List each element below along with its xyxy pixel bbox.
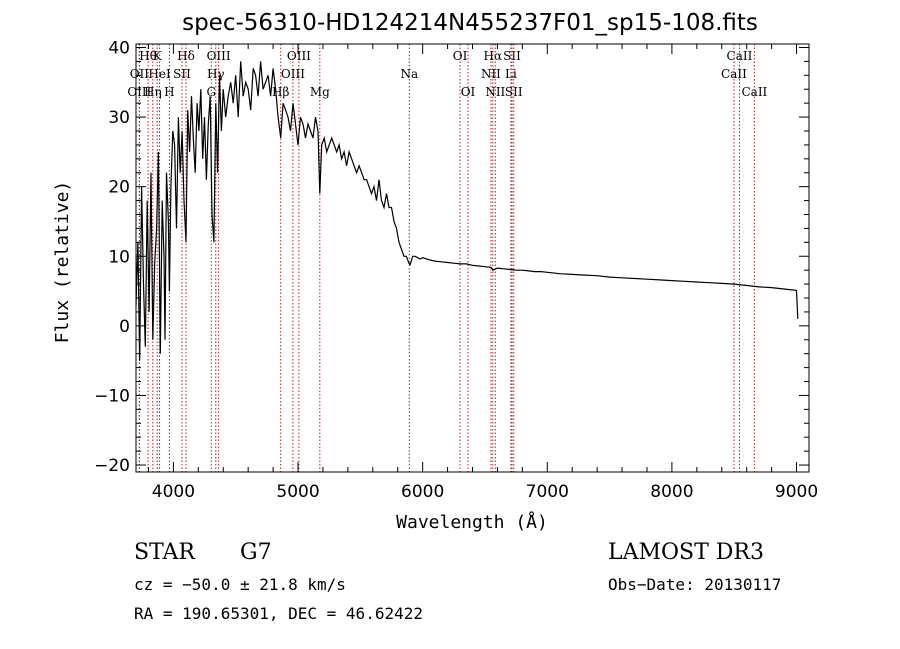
y-tick-label-5: 30 [108, 108, 130, 128]
line-label-19: Hη [144, 85, 162, 99]
line-label-22: Hβ [272, 85, 289, 99]
x-tick-label-0: 4000 [152, 482, 195, 502]
x-tick-label-5: 9000 [775, 482, 818, 502]
y-tick-label-2: 0 [119, 317, 130, 337]
line-label-5: OI [453, 49, 468, 63]
line-label-12: Hγ [207, 67, 225, 81]
line-label-13: OIII [281, 67, 305, 81]
line-label-2: Hδ [177, 49, 195, 63]
line-label-17: CaII [721, 67, 747, 81]
line-label-1: K [153, 49, 163, 63]
x-axis-label: Wavelength (Å) [396, 511, 548, 533]
flux-series-line [135, 61, 799, 361]
line-label-27: CaII [741, 85, 767, 99]
line-label-20: H [164, 85, 174, 99]
obs-date: Obs−Date: 20130117 [608, 575, 782, 594]
line-label-4: OIII [287, 49, 311, 63]
spectral-subclass: G7 [240, 540, 272, 565]
line-label-16: Li [505, 67, 517, 81]
line-label-23: Mg [310, 85, 330, 99]
y-axis-label: Flux (relative) [52, 181, 73, 344]
y-tick-label-3: 10 [108, 247, 130, 267]
object-type: STAR [134, 540, 195, 565]
x-tick-label-3: 7000 [526, 482, 569, 502]
line-label-26: SII [505, 85, 523, 99]
axis-ticks: 4000 5000 6000 7000 8000 9000 −20 −10 0 10 20 30 40 [94, 38, 818, 502]
y-tick-label-4: 20 [108, 178, 130, 198]
y-tick-label-1: −10 [94, 386, 130, 406]
line-label-18: OIII [127, 85, 151, 99]
line-label-9: OII [130, 67, 150, 81]
line-label-21: G [206, 85, 216, 99]
line-label-25: NII [485, 85, 505, 99]
line-label-3: OIII [207, 49, 231, 63]
x-tick-label-1: 5000 [276, 482, 319, 502]
line-label-14: Na [400, 67, 418, 81]
line-label-6: Hα [484, 49, 503, 63]
survey-name: LAMOST DR3 [608, 540, 764, 565]
chart-title: spec-56310-HD124214N455237F01_sp15-108.f… [182, 10, 758, 36]
x-tick-label-2: 6000 [401, 482, 444, 502]
y-tick-label-0: −20 [94, 456, 130, 476]
line-label-15: NII [481, 67, 501, 81]
x-tick-label-4: 8000 [650, 482, 693, 502]
line-label-7: SII [503, 49, 521, 63]
coordinates: RA = 190.65301, DEC = 46.62422 [134, 604, 423, 623]
line-label-10: HeI [148, 67, 171, 81]
line-label-24: OI [461, 85, 476, 99]
plot-frame [135, 43, 810, 473]
line-label-8: CaII [727, 49, 753, 63]
line-label-11: SII [173, 67, 191, 81]
redshift-value: cz = −50.0 ± 21.8 km/s [134, 575, 346, 594]
y-tick-label-6: 40 [108, 38, 130, 58]
